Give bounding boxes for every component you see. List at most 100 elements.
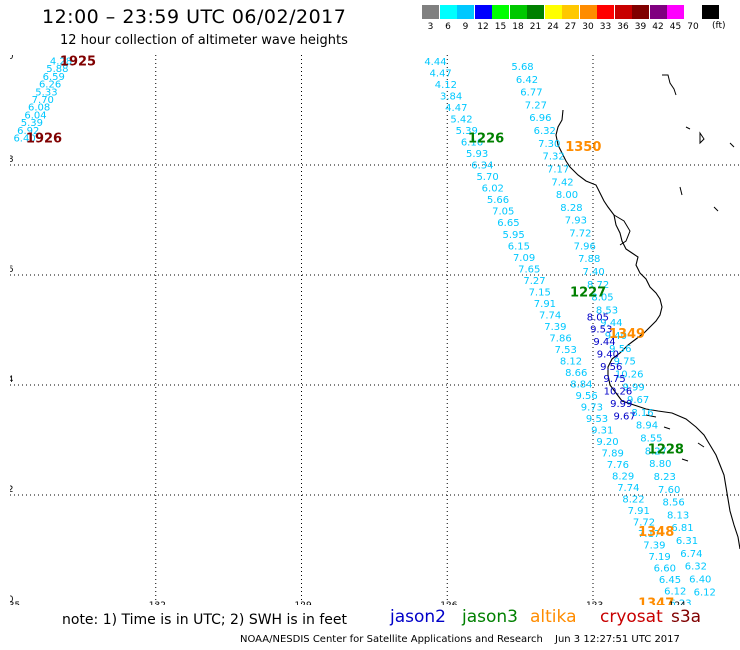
wave-height-value: 8.05 — [591, 293, 613, 304]
wave-height-value: 8.80 — [649, 459, 671, 470]
colorbar-tick-label: 15 — [494, 22, 507, 32]
wave-height-value: 5.95 — [503, 230, 525, 241]
wave-height-value: 6.45 — [659, 575, 681, 586]
wave-height-value: 7.32 — [543, 152, 565, 163]
wave-height-value: 7.53 — [555, 345, 577, 356]
wave-height-value: 4.44 — [424, 57, 446, 68]
pass-time-label: 1349 — [609, 327, 645, 342]
wave-height-value: 6.77 — [520, 88, 542, 99]
longitude-label: -132 — [146, 601, 166, 605]
wave-height-value: 6.96 — [529, 113, 551, 124]
colorbar-swatch — [544, 5, 562, 19]
latitude-label: 40 — [10, 55, 14, 62]
wave-height-value: 6.16 — [461, 138, 483, 149]
wave-height-value: 5.42 — [450, 115, 472, 126]
wave-height-value: 7.76 — [607, 460, 629, 471]
wave-height-value: 6.08 — [28, 103, 50, 114]
colorbar-tick-label: 42 — [652, 22, 664, 32]
pass-time-label: 1227 — [570, 286, 606, 301]
wave-height-value: 7.72 — [569, 229, 591, 240]
colorbar-swatch — [562, 5, 579, 19]
wave-height-value: 8.29 — [612, 472, 634, 483]
wave-height-value: 9.20 — [596, 437, 618, 448]
colorbar-tick-label: 6 — [445, 22, 451, 32]
wave-height-value: 5.66 — [487, 195, 509, 206]
wave-height-value: 7.42 — [551, 177, 573, 188]
wave-height-value: 5.39 — [456, 126, 478, 137]
wave-height-value: 6.34 — [471, 161, 493, 172]
colorbar-tick-label: 9 — [462, 22, 469, 32]
wave-height-value: 6.65 — [497, 218, 519, 229]
colorbar-tick-label: 24 — [547, 22, 559, 32]
coastline — [555, 74, 740, 550]
wave-height-value: 9.67 — [613, 411, 635, 422]
colorbar-swatch — [492, 5, 509, 19]
wave-height-value: 8.23 — [654, 472, 676, 483]
wave-height-value: 7.96 — [574, 241, 596, 252]
wave-height-value: 7.27 — [525, 100, 547, 111]
longitude-label: -124 — [665, 601, 686, 605]
colorbar-tick-label: 39 — [634, 22, 647, 32]
page-subtitle: 12 hour collection of altimeter wave hei… — [60, 33, 348, 48]
wave-height-value: 7.15 — [529, 287, 551, 298]
wave-height-value: 9.40 — [605, 331, 627, 342]
california-coastline — [555, 109, 740, 550]
pass-time-label: 1348 — [638, 525, 674, 540]
colorbar-tick-label: 21 — [529, 22, 542, 32]
wave-height-value: 6.04 — [24, 110, 46, 121]
wave-height-value: 7.60 — [658, 485, 680, 496]
wave-height-value: 7.89 — [602, 449, 624, 460]
wave-height-value: 7.86 — [549, 333, 571, 344]
generation-timestamp: Jun 3 12:27:51 UTC 2017 — [555, 634, 680, 645]
wave-height-value: 5.70 — [476, 172, 498, 183]
wave-height-value: 8.84 — [570, 379, 592, 390]
wave-height-value: 6.31 — [676, 536, 698, 547]
wave-height-value: 7.39 — [544, 322, 566, 333]
wave-height-value: 7.17 — [547, 164, 569, 175]
wave-height-value: 7.70 — [32, 95, 54, 106]
colorbar-tick-label: 45 — [669, 22, 682, 32]
wave-height-value: 5.39 — [21, 118, 43, 129]
latitude-label: 38 — [10, 155, 14, 165]
page-title: 12:00 – 23:59 UTC 06/02/2017 — [42, 6, 347, 28]
satellite-legend-item: cryosat — [600, 607, 663, 627]
inland-border — [662, 74, 677, 96]
wave-height-value: 6.12 — [694, 587, 716, 598]
wave-height-tracks: 4.285.886.596.265.337.706.086.045.396.92… — [13, 55, 715, 605]
wave-height-value: 8.94 — [636, 421, 658, 432]
altimeter-map: 4.285.886.596.265.337.706.086.045.396.92… — [10, 55, 740, 605]
colorbar-tick-label: 36 — [617, 22, 629, 32]
wave-height-value: 7.19 — [648, 552, 670, 563]
wave-height-value: 9.99 — [610, 399, 632, 410]
wave-height-value: 6.60 — [654, 564, 676, 575]
wave-height-value: 9.44 — [600, 318, 622, 329]
wave-height-value: 8.16 — [631, 408, 653, 419]
inland-lake — [679, 126, 735, 212]
colorbar-swatch — [684, 5, 702, 19]
wave-height-value: 5.93 — [466, 149, 488, 160]
colorbar-swatch — [649, 5, 667, 19]
wave-height-value: 7.09 — [513, 253, 535, 264]
units-note: note: 1) Time is in UTC; 2) SWH is in fe… — [62, 612, 348, 628]
colorbar-swatch — [509, 5, 527, 19]
longitude-label: -135 — [10, 601, 20, 605]
wave-height-value: 8.22 — [622, 495, 644, 506]
pass-time-label: 1926 — [26, 132, 62, 147]
wave-height-value: 8.53 — [596, 305, 618, 316]
channel-islands — [645, 414, 705, 462]
wave-height-value: 6.32 — [534, 126, 556, 137]
wave-height-value: 10.26 — [615, 369, 644, 380]
wave-height-colorbar: 3 6 9 12 15 18 21 24 27 30 33 36 39 42 45 70 — [422, 5, 728, 33]
colorbar-swatch — [457, 5, 474, 19]
colorbar-tick-label: 70 — [687, 22, 699, 32]
pass-time-label: 1350 — [565, 140, 601, 155]
wave-height-value: 4.28 — [50, 57, 72, 68]
colorbar-swatch — [474, 5, 492, 19]
wave-height-value: 10.26 — [604, 387, 633, 398]
wave-height-value: 6.40 — [13, 134, 35, 145]
colorbar-tick-label: 18 — [512, 22, 524, 32]
satellite-legend-item: altika — [530, 607, 577, 627]
wave-height-value: 6.92 — [17, 126, 39, 137]
wave-height-value: 5.33 — [35, 87, 57, 98]
wave-height-value: 7.74 — [617, 483, 639, 494]
